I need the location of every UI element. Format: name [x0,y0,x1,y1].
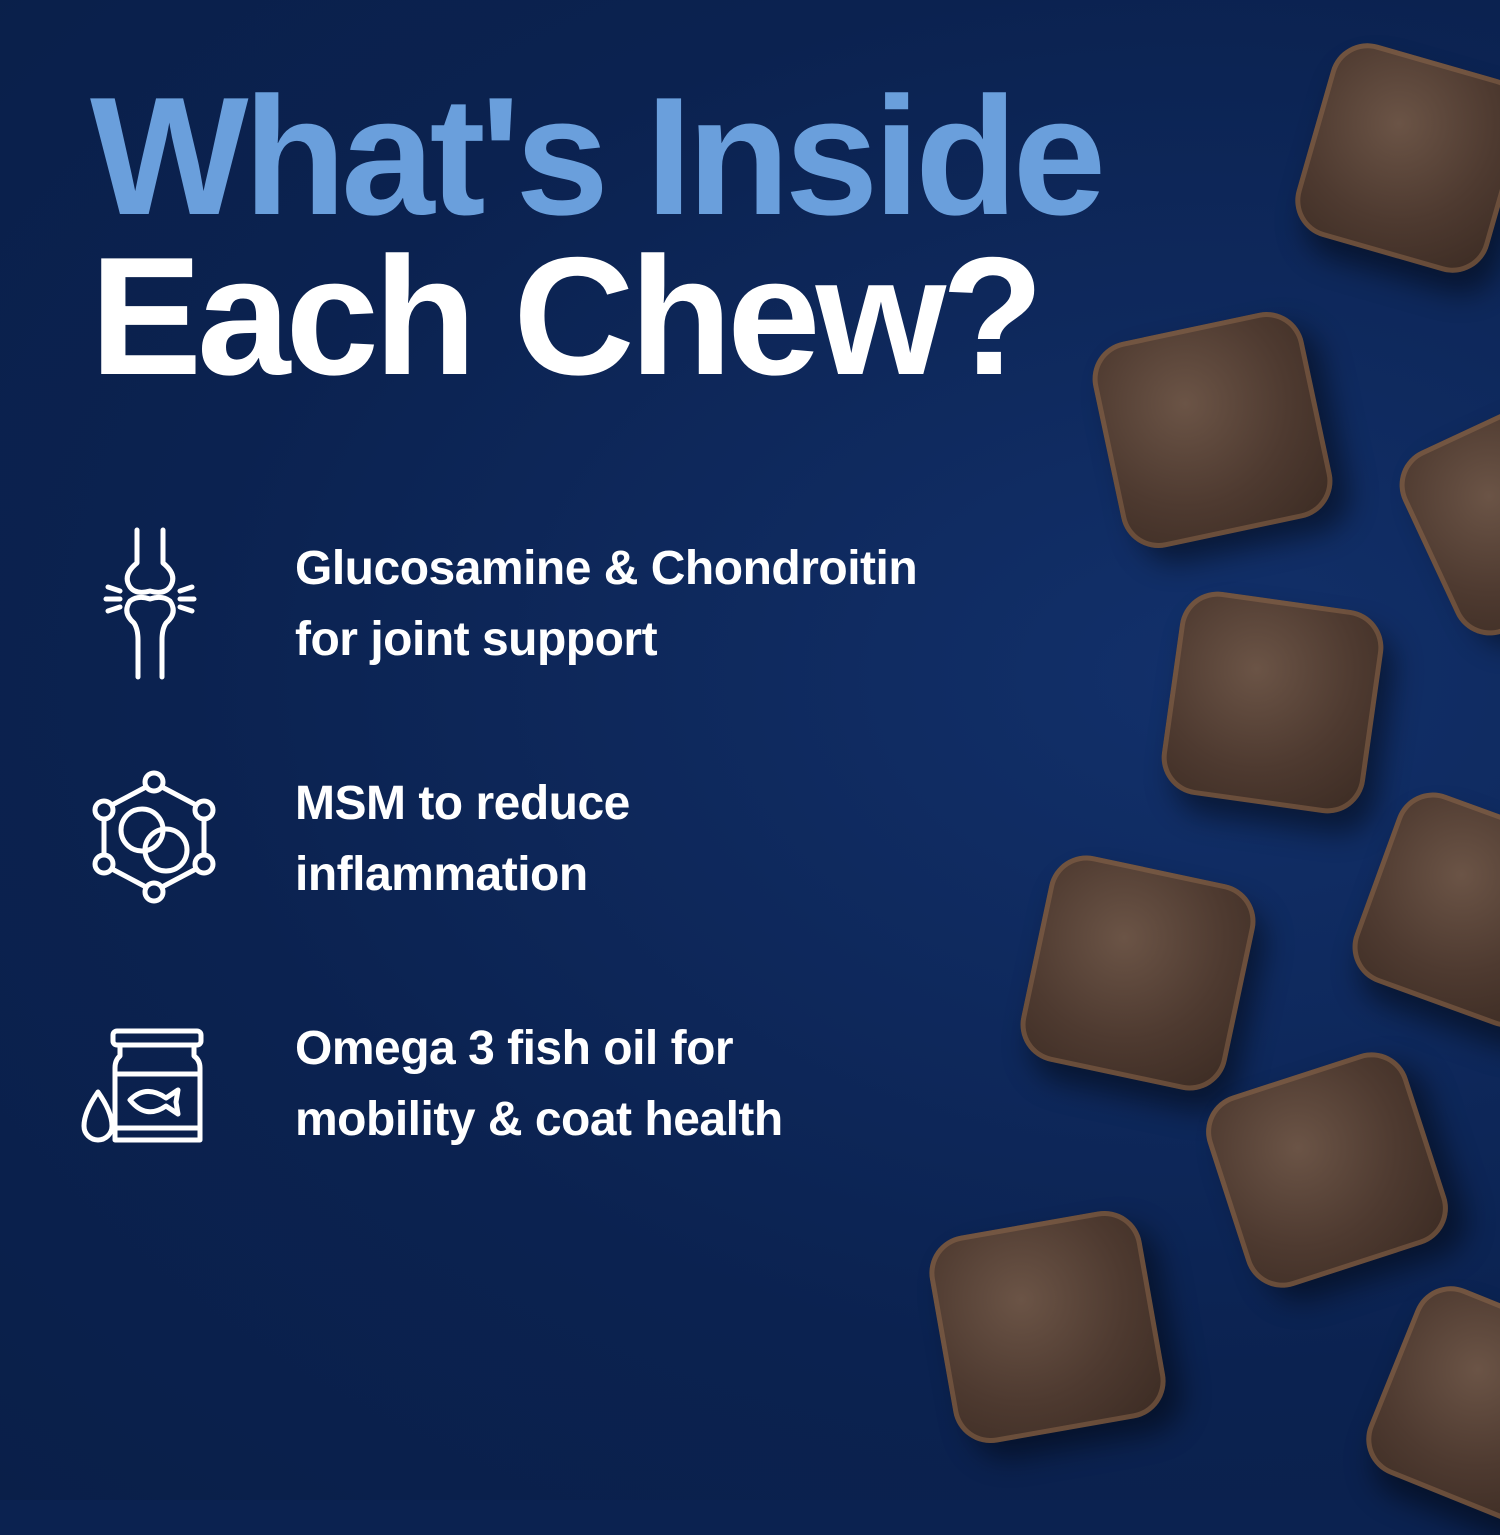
knee-joint-icon [103,527,197,680]
feature-item: MSM to reduce inflammation [295,768,630,910]
feature-item: Omega 3 fish oil for mobility & coat hea… [295,1013,783,1155]
feature-title: MSM to reduce [295,777,630,830]
chew-image [923,1204,1172,1450]
feature-title: Glucosamine & Chondroitin [295,542,918,595]
feature-subtitle: for joint support [295,613,658,666]
feature-subtitle: mobility & coat health [295,1093,783,1146]
molecule-icon [92,770,216,904]
chew-image [1156,586,1389,819]
feature-subtitle: inflammation [295,848,588,901]
heading-line-2: Each Chew? [90,222,1044,410]
fish-oil-jar-icon [81,1028,204,1143]
feature-item: Glucosamine & Chondroitin for joint supp… [295,533,918,675]
feature-title: Omega 3 fish oil for [295,1022,734,1075]
chew-image [1085,304,1340,556]
heading-line-1: What's Inside [90,62,1106,250]
chew-image [1013,848,1263,1098]
